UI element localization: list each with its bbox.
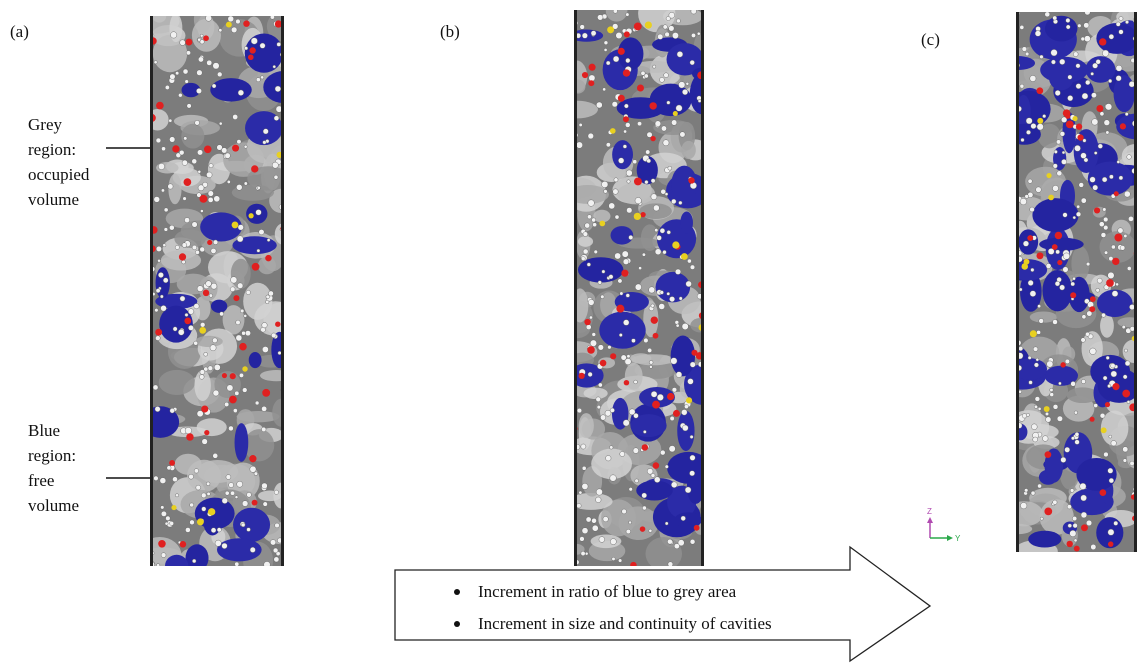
trend-bullet-list: Increment in ratio of blue to grey area … [448,576,772,640]
panel-label-a: (a) [10,22,29,41]
trend-bullet-item: Increment in ratio of blue to grey area [448,576,772,608]
panel-label-c: (c) [921,30,940,49]
grey-annotation-line-1: Grey [28,115,62,134]
blue-annotation-line-4: volume [28,496,79,515]
grey-region-annotation: Grey region: occupied volume [28,112,89,212]
panel-label-b: (b) [440,22,460,41]
grey-annotation-line-4: volume [28,190,79,209]
bullet-dot [454,621,460,627]
trend-bullet-text: Increment in ratio of blue to grey area [478,582,737,601]
z-axis-label: Z [927,507,932,516]
blue-annotation-line-1: Blue [28,421,61,440]
blue-annotation-line-2: region: [28,446,77,465]
bullet-dot [454,589,460,595]
trend-bullet-text: Increment in size and continuity of cavi… [478,614,772,633]
grey-annotation-line-2: region: [28,140,77,159]
axis-triad: Z Y [927,507,961,543]
blue-annotation-line-3: free [28,471,55,490]
trend-arrow [394,545,932,663]
blue-region-annotation: Blue region: free volume [28,418,79,518]
simulation-box-a [150,16,284,566]
grey-annotation-line-3: occupied [28,165,90,184]
y-axis-label: Y [955,534,961,543]
simulation-box-b [574,10,704,566]
trend-bullet-item: Increment in size and continuity of cavi… [448,608,772,640]
simulation-box-c [1016,12,1137,552]
